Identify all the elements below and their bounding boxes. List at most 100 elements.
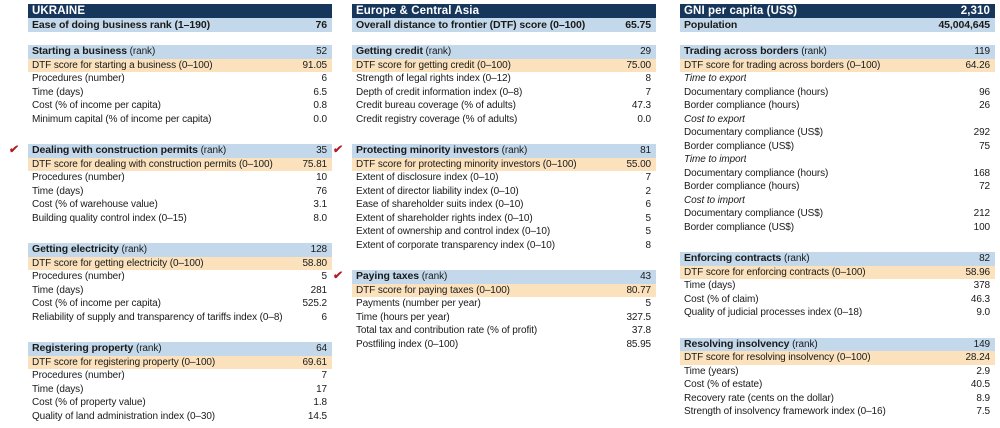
metric-value: 5 — [645, 298, 652, 309]
metric-row: Extent of ownership and control index (0… — [352, 225, 656, 239]
checkmark-icon: ✔ — [332, 270, 344, 282]
metric-value: 14.5 — [307, 410, 327, 422]
section-getting-credit: Getting credit (rank) 29 DTF score for get… — [352, 45, 656, 126]
metric-row: Time to import — [680, 153, 995, 167]
metric-row: Depth of credit information index (0–8) 7 — [352, 86, 656, 100]
topic-rank-value: 128 — [310, 244, 327, 255]
ease-of-doing-business-rank-bar: Ease of doing business rank (1–190) 76 — [28, 18, 332, 32]
section-dealing-with-construction-permits: ✔ Dealing with construction permits (rank… — [8, 144, 332, 226]
metric-value: 212 — [973, 208, 990, 219]
topic-title-suffix: (rank) — [129, 46, 156, 57]
metric-row: Strength of insolvency framework index (… — [680, 405, 995, 419]
section-protecting-minority-investors: ✔ Protecting minority investors (rank) 81 D… — [332, 144, 656, 252]
population-value: 45,004,645 — [938, 19, 990, 31]
topic-title: Getting electricity — [32, 243, 119, 255]
sections-right: Trading across borders (rank) 119 DTF scor… — [680, 45, 995, 419]
metric-label: Credit bureau coverage (% of adults) — [356, 100, 516, 111]
metric-label: Quality of land administration index (0–… — [32, 410, 216, 422]
metric-row: Recovery rate (cents on the dollar) 8.9 — [680, 392, 995, 406]
section-paying-taxes: ✔ Paying taxes (rank) 43 DTF score for payi… — [332, 270, 656, 352]
metric-row: Documentary compliance (hours) 168 — [680, 167, 995, 181]
metric-value: 0.8 — [313, 100, 327, 111]
topic-header-row: Starting a business (rank) 52 — [28, 45, 332, 59]
metric-value: 5 — [645, 226, 652, 237]
topic-header-label: Starting a business (rank) — [32, 45, 155, 59]
metric-value: 69.61 — [302, 356, 327, 368]
metric-row: Extent of shareholder rights index (0–10… — [352, 212, 656, 226]
metric-row: Procedures (number) 10 — [28, 171, 332, 185]
metric-value: 47.3 — [631, 100, 651, 111]
metric-value: 6 — [645, 199, 652, 210]
metric-label: DTF score for protecting minority invest… — [356, 158, 577, 170]
metric-row: DTF score for trading across borders (0–… — [680, 58, 995, 72]
metric-label: Cost (% of estate) — [684, 379, 763, 390]
topic-header-row: Enforcing contracts (rank) 82 — [680, 252, 995, 266]
metric-row: Extent of disclosure index (0–10) 7 — [352, 171, 656, 185]
metric-row: Quality of judicial processes index (0–1… — [680, 306, 995, 320]
topic-header-row: Trading across borders (rank) 119 — [680, 45, 995, 59]
metric-row: Documentary compliance (US$) 292 — [680, 126, 995, 140]
metric-value: 9.0 — [976, 307, 990, 318]
metric-value: 85.95 — [626, 338, 651, 350]
metric-label: Strength of insolvency framework index (… — [684, 406, 886, 417]
metric-value: 72 — [979, 181, 990, 192]
metric-value: 2.9 — [976, 365, 990, 377]
metric-row: Time (days) 76 — [28, 185, 332, 199]
metric-value: 58.96 — [965, 266, 990, 278]
metric-row: Time (days) 378 — [680, 279, 995, 293]
metric-label: Border compliance (US$) — [684, 140, 794, 152]
metric-label: Strength of legal rights index (0–12) — [356, 73, 511, 84]
metric-row: DTF score for registering property (0–10… — [28, 355, 332, 369]
metric-row: DTF score for getting credit (0–100) 75.0… — [352, 58, 656, 72]
topic-header-row: Paying taxes (rank) 43 — [352, 270, 656, 284]
metric-value: 75.81 — [302, 158, 327, 170]
metric-label: Cost (% of warehouse value) — [32, 199, 158, 210]
metric-row: Documentary compliance (hours) 96 — [680, 86, 995, 100]
metric-label: DTF score for paying taxes (0–100) — [356, 284, 510, 296]
overall-dtf-bar: Overall distance to frontier (DTF) score… — [352, 18, 656, 32]
metric-row: Building quality control index (0–15) 8.0 — [28, 212, 332, 226]
metric-value: 0.0 — [637, 113, 651, 125]
column-middle: Europe & Central Asia Overall distance t… — [332, 4, 656, 369]
metric-value: 10 — [316, 172, 327, 183]
metric-row: Border compliance (hours) 26 — [680, 99, 995, 113]
section-registering-property: Registering property (rank) 64 DTF score f… — [28, 342, 332, 423]
metric-value: 8.9 — [976, 392, 990, 404]
topic-title: Getting credit — [356, 45, 423, 57]
region-title-bar: Europe & Central Asia — [352, 4, 656, 18]
topic-header-label: Getting electricity (rank) — [32, 243, 147, 257]
metric-value: 2 — [645, 185, 652, 197]
metric-value: 55.00 — [626, 158, 651, 170]
population-bar: Population 45,004,645 — [680, 18, 995, 32]
topic-header-row: Getting electricity (rank) 128 — [28, 243, 332, 257]
metric-label: Time to import — [684, 154, 747, 165]
metric-value: 0.0 — [313, 113, 327, 125]
metric-label: Payments (number per year) — [356, 298, 481, 309]
metric-row: Cost to import — [680, 194, 995, 208]
topic-rank-value: 29 — [640, 46, 651, 57]
metric-label: Reliability of supply and transparency o… — [32, 311, 283, 323]
topic-title: Resolving insolvency — [684, 337, 790, 350]
section-getting-electricity: Getting electricity (rank) 128 DTF score f… — [28, 243, 332, 324]
topic-title-suffix: (rank) — [135, 343, 162, 354]
metric-row: Postfiling index (0–100) 85.95 — [352, 338, 656, 352]
metric-value: 75 — [979, 140, 990, 152]
topic-title: Paying taxes — [356, 270, 419, 282]
column-left: UKRAINE Ease of doing business rank (1–1… — [8, 4, 332, 428]
metric-row: Strength of legal rights index (0–12) 8 — [352, 72, 656, 86]
metric-label: DTF score for starting a business (0–100… — [32, 59, 213, 71]
metric-row: Payments (number per year) 5 — [352, 297, 656, 311]
ease-rank-label: Ease of doing business rank (1–190) — [32, 19, 210, 31]
metric-row: Total tax and contribution rate (% of pr… — [352, 324, 656, 338]
metric-value: 46.3 — [970, 293, 990, 305]
topic-title-suffix: (rank) — [425, 46, 452, 57]
country-name: UKRAINE — [32, 5, 86, 17]
metric-value: 8 — [645, 73, 652, 84]
metric-row: DTF score for getting electricity (0–100… — [28, 256, 332, 270]
metric-row: Extent of director liability index (0–10… — [352, 185, 656, 199]
metric-label: Time (years) — [684, 365, 739, 377]
metric-value: 37.8 — [631, 325, 651, 336]
metric-value: 26 — [979, 100, 990, 111]
topic-rank-value: 43 — [640, 271, 651, 282]
metric-row: Cost (% of claim) 46.3 — [680, 293, 995, 307]
